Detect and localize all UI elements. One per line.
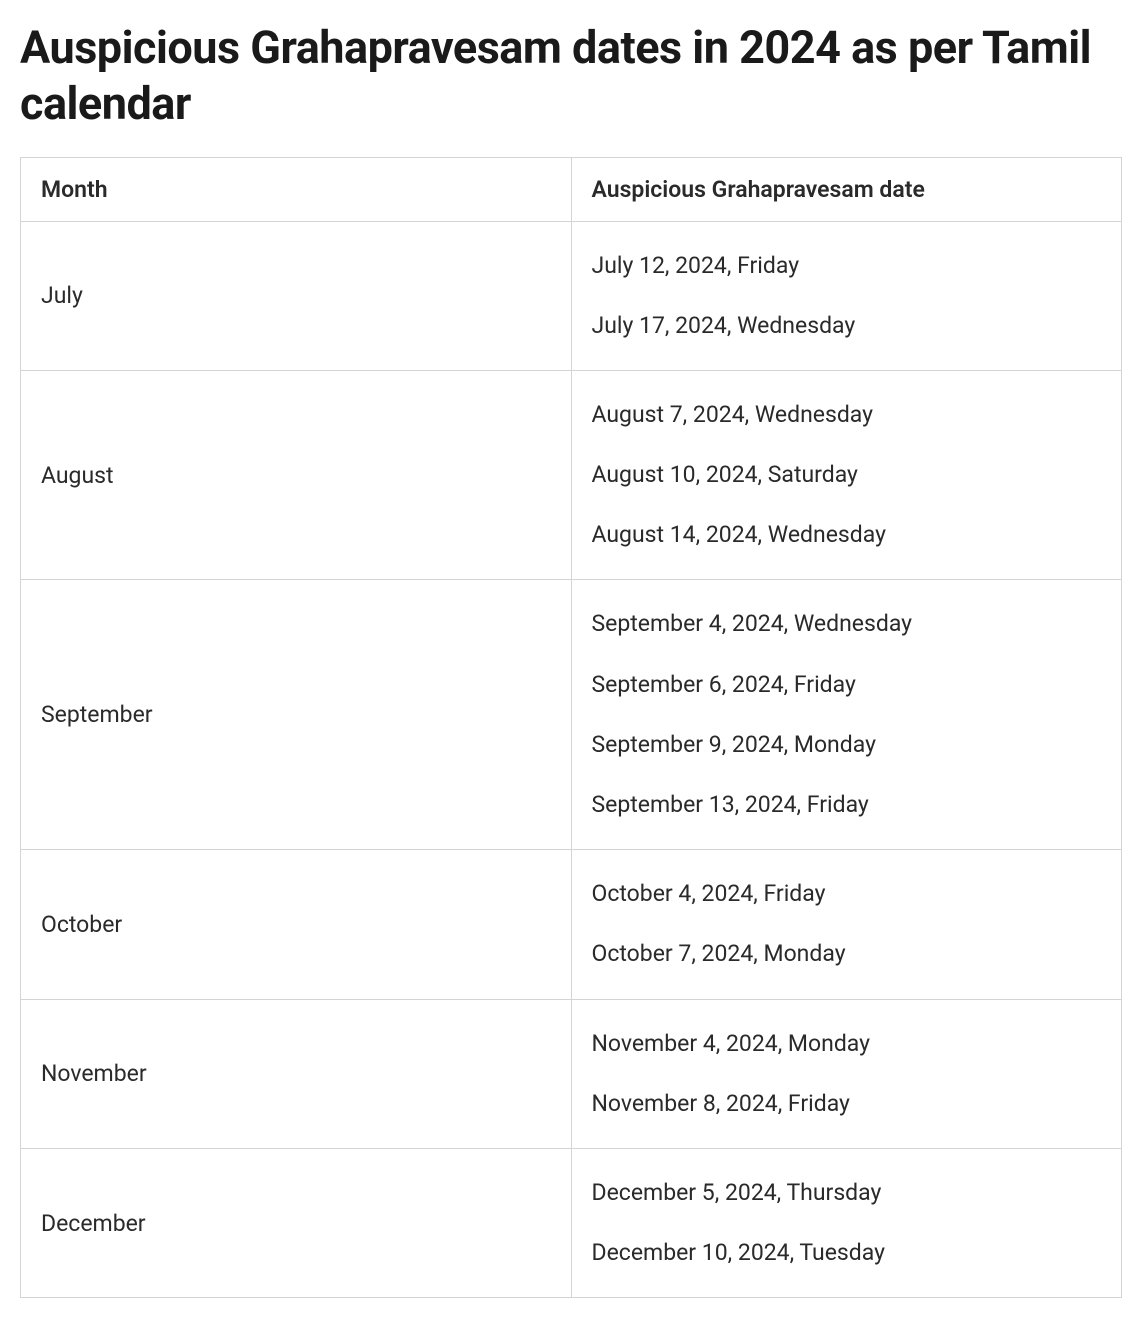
date-entry: December 10, 2024, Tuesday xyxy=(592,1237,1102,1269)
date-entry: December 5, 2024, Thursday xyxy=(592,1177,1102,1209)
table-header-row: Month Auspicious Grahapravesam date xyxy=(21,157,1122,221)
table-row: October October 4, 2024, Friday October 7,… xyxy=(21,850,1122,999)
date-entry: November 4, 2024, Monday xyxy=(592,1028,1102,1060)
date-entry: October 4, 2024, Friday xyxy=(592,878,1102,910)
date-entry: October 7, 2024, Monday xyxy=(592,938,1102,970)
table-row: July July 12, 2024, Friday July 17, 2024, … xyxy=(21,221,1122,370)
dates-cell: July 12, 2024, Friday July 17, 2024, Wedn… xyxy=(571,221,1122,370)
dates-cell: November 4, 2024, Monday November 8, 2024… xyxy=(571,999,1122,1148)
table-row: August August 7, 2024, Wednesday August 10… xyxy=(21,370,1122,580)
date-entry: July 12, 2024, Friday xyxy=(592,250,1102,282)
date-entry: August 14, 2024, Wednesday xyxy=(592,519,1102,551)
date-entry: September 13, 2024, Friday xyxy=(592,789,1102,821)
dates-cell: August 7, 2024, Wednesday August 10, 2024… xyxy=(571,370,1122,580)
month-cell: October xyxy=(21,850,572,999)
date-entry: September 9, 2024, Monday xyxy=(592,729,1102,761)
month-cell: December xyxy=(21,1148,572,1297)
table-row: SeptemberSeptember 4, 2024, WednesdaySep… xyxy=(21,580,1122,850)
month-cell: September xyxy=(21,580,572,850)
month-cell: August xyxy=(21,370,572,580)
month-cell: July xyxy=(21,221,572,370)
table-row: DecemberDecember 5, 2024, ThursdayDecemb… xyxy=(21,1148,1122,1297)
table-body: July July 12, 2024, Friday July 17, 2024, … xyxy=(21,221,1122,1298)
dates-cell: September 4, 2024, Wednesday September 6,… xyxy=(571,580,1122,850)
page-title: Auspicious Grahapravesam dates in 2024 a… xyxy=(20,20,1122,133)
dates-table: Month Auspicious Grahapravesam date July… xyxy=(20,157,1122,1299)
dates-cell: December 5, 2024, Thursday December 10, 2… xyxy=(571,1148,1122,1297)
date-entry: July 17, 2024, Wednesday xyxy=(592,310,1102,342)
date-entry: September 4, 2024, Wednesday xyxy=(592,608,1102,640)
date-entry: August 7, 2024, Wednesday xyxy=(592,399,1102,431)
column-header-date: Auspicious Grahapravesam date xyxy=(571,157,1122,221)
date-entry: August 10, 2024, Saturday xyxy=(592,459,1102,491)
table-row: NovemberNovember 4, 2024, MondayNovember… xyxy=(21,999,1122,1148)
date-entry: November 8, 2024, Friday xyxy=(592,1088,1102,1120)
date-entry: September 6, 2024, Friday xyxy=(592,669,1102,701)
column-header-month: Month xyxy=(21,157,572,221)
month-cell: November xyxy=(21,999,572,1148)
dates-cell: October 4, 2024, Friday October 7, 2024, … xyxy=(571,850,1122,999)
